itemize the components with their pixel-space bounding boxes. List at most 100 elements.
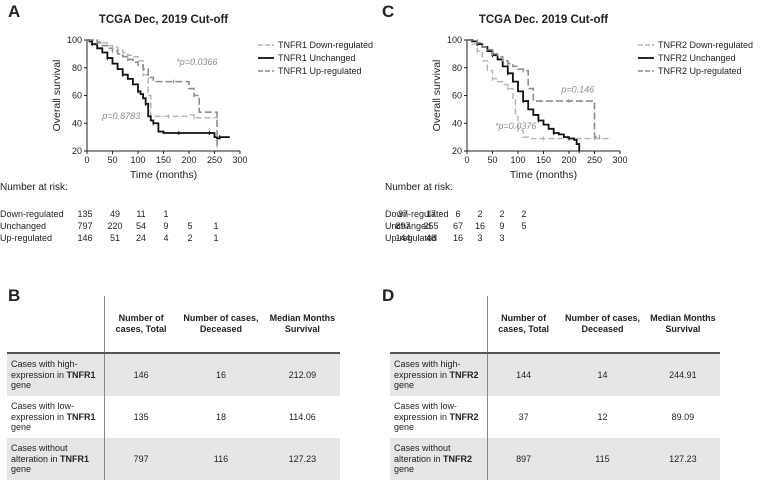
chart-1-x-tick-label: 0 — [464, 155, 469, 165]
risk-count: 5 — [521, 221, 527, 231]
km-chart-tnfr1: TCGA Dec, 2019 Cut-off 0 50 100 150 200 250 300… — [51, 14, 373, 181]
chart-1-y-axis-label: Overall survival — [431, 60, 443, 132]
risk-count: 17 — [425, 209, 436, 219]
risk-count: 37 — [397, 209, 408, 219]
table-cell: 89.09 — [671, 412, 695, 422]
row-label-gene: TNFR1 — [66, 369, 96, 380]
risk-count: 6 — [455, 209, 461, 219]
table-column-header: Number of cases, Total — [115, 312, 167, 334]
risk-table-tnfr1: Number at risk: Down-regulated 135 49 11 1 Unc… — [0, 0, 380, 280]
chart-1-x-tick-label: 300 — [612, 155, 627, 165]
risk-count: 54 — [135, 221, 146, 231]
risk-count: 49 — [109, 209, 120, 219]
chart-0-y-tick-label: 60 — [72, 91, 82, 101]
chart-0-x-tick-label: 200 — [181, 155, 196, 165]
table-row: Cases without alteration in TNFR1 gene 79… — [7, 438, 340, 480]
chart-0-x-tick-label: 50 — [107, 155, 117, 165]
chart-0-legend-label: TNFR1 Up-regulated — [278, 66, 362, 76]
table-cell: 14 — [559, 352, 646, 396]
risk-count: 16 — [452, 233, 463, 243]
table-column-header: Number of cases, Deceased — [564, 312, 640, 334]
panel-letter-c: C — [382, 2, 395, 21]
row-label-gene: TNFR2 — [449, 411, 479, 422]
risk-count: 797 — [77, 221, 93, 231]
row-label-gene: TNFR2 — [449, 369, 479, 380]
summary-table-tnfr2: Number of cases, Total Number of cases, D… — [390, 296, 720, 480]
table-cell: 897 — [487, 438, 560, 480]
chart-1-legend-label: TNFR2 Unchanged — [658, 53, 736, 63]
chart-1-legend-label: TNFR2 Down-regulated — [658, 40, 753, 50]
risk-row-label: Down-regulated — [0, 209, 64, 219]
table-row-label: Cases without alteration in TNFR1 gene — [7, 438, 105, 480]
table-cell: 16 — [177, 352, 265, 396]
row-label-text: Cases with high-expression in — [11, 358, 78, 380]
row-label-suffix: gene — [394, 464, 415, 475]
table-corner — [390, 296, 488, 353]
chart-0-y-tick-label: 80 — [72, 63, 82, 73]
chart-0-x-axis-label: Time (months) — [130, 169, 197, 181]
chart-0-title: TCGA Dec, 2019 Cut-off — [99, 14, 228, 26]
risk-count: 11 — [136, 209, 146, 219]
risk-row-label: Down-regulated — [385, 209, 449, 219]
table-cell: 797 — [104, 438, 178, 480]
risk-count: 144 — [395, 233, 411, 243]
chart-0-p-value-annotation: *p=0.0366 — [176, 57, 217, 67]
risk-count: 48 — [425, 233, 436, 243]
risk-row-label: Up-regulated — [0, 233, 53, 243]
chart-1-x-tick-label: 200 — [561, 155, 576, 165]
table-cell: 116 — [177, 438, 265, 480]
table-row: Cases with high-expression in TNFR2 gene… — [390, 352, 720, 396]
risk-count: 135 — [77, 209, 93, 219]
risk-count: 897 — [395, 221, 411, 231]
table-cell: 244.91 — [645, 352, 720, 396]
table-cell: 135 — [133, 412, 149, 422]
table-cell: 212.09 — [264, 352, 340, 396]
risk-count: 2 — [499, 209, 505, 219]
risk-heading: Number at risk: — [0, 182, 68, 193]
table-column-header: Median Months Survival — [650, 312, 716, 334]
chart-0-y-tick-label: 100 — [67, 35, 82, 45]
risk-count: 1 — [213, 221, 219, 231]
chart-1-legend-label: TNFR2 Up-regulated — [658, 66, 742, 76]
risk-count: 5 — [187, 221, 193, 231]
risk-count: 146 — [77, 233, 93, 243]
chart-1-y-tick-label: 60 — [452, 91, 462, 101]
table-cell: 146 — [104, 352, 178, 396]
risk-row-label: Unchanged — [0, 221, 47, 231]
risk-row-label: Up-regulated — [385, 233, 438, 243]
row-label-text: Cases without alteration in — [394, 442, 451, 464]
row-label-gene: TNFR1 — [60, 453, 90, 464]
table-cell: 37 — [518, 412, 529, 422]
table-row-label: Cases with low-expression in TNFR2 gene — [390, 396, 488, 438]
chart-1-p-value-annotation: *p=0.0376 — [495, 121, 536, 131]
risk-table-tnfr2: Number at risk: Down-regulated 37 17 6 2 2 2 Unc… — [380, 0, 760, 280]
chart-0-y-axis-label: Overall survival — [51, 60, 63, 132]
chart-0-y-tick-label: 40 — [72, 118, 82, 128]
risk-count: 9 — [163, 221, 169, 231]
row-label-text: Cases with high-expression in — [394, 358, 461, 380]
table-row-label: Cases with high-expression in TNFR2 gene — [390, 352, 488, 396]
risk-count: 16 — [474, 221, 485, 231]
chart-0-p-value-annotation: p=0.8783 — [101, 111, 140, 121]
table-row: Cases without alteration in TNFR2 gene 89… — [390, 438, 720, 480]
row-label-gene: TNFR1 — [66, 411, 96, 422]
chart-0-series-line-up — [87, 39, 218, 146]
row-label-suffix: gene — [11, 464, 32, 475]
row-label-gene: TNFR2 — [443, 453, 473, 464]
chart-0-legend-label: TNFR1 Down-regulated — [278, 40, 373, 50]
table-cell: 114.06 — [288, 412, 316, 422]
risk-count: 220 — [107, 221, 123, 231]
chart-1-x-tick-label: 50 — [487, 155, 497, 165]
row-label-suffix: gene — [11, 422, 32, 433]
risk-count: 255 — [423, 221, 439, 231]
chart-0-x-tick-label: 0 — [84, 155, 89, 165]
table-cell: 127.23 — [264, 438, 340, 480]
table-cell: 127.23 — [645, 438, 720, 480]
table-column-header: Number of cases, Deceased — [183, 312, 259, 334]
chart-0-x-tick-label: 100 — [130, 155, 145, 165]
table-column-header: Number of cases, Total — [498, 312, 550, 334]
chart-1-y-tick-label: 40 — [452, 118, 462, 128]
table-cell: 115 — [559, 438, 646, 480]
risk-count: 9 — [499, 221, 505, 231]
row-label-suffix: gene — [11, 380, 32, 391]
